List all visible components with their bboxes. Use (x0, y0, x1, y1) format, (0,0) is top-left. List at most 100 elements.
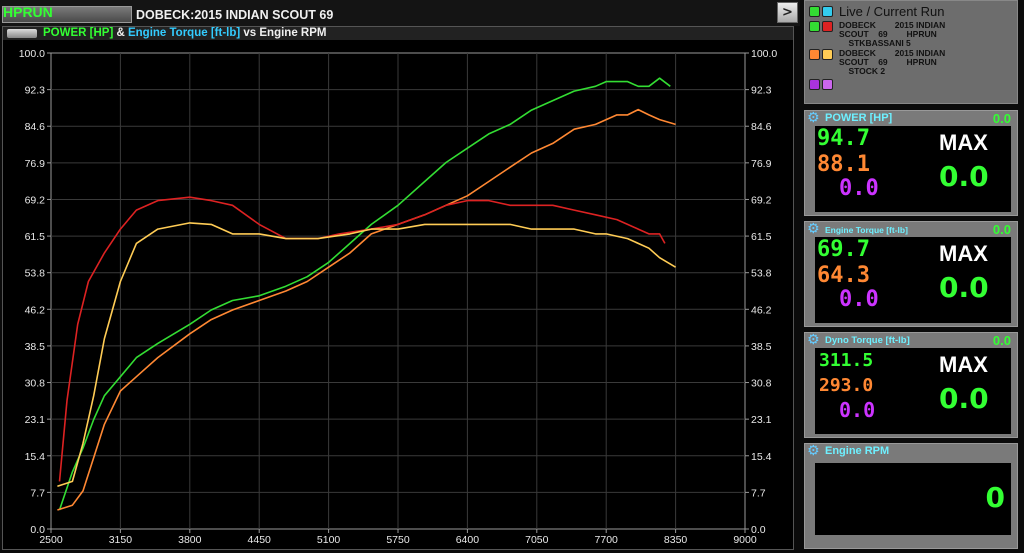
run-selector[interactable] (2, 6, 132, 23)
x-tick-label: 7700 (595, 534, 619, 546)
gauge-display: 94.7 88.1 0.0 MAX 0.0 (815, 126, 1011, 212)
swatch-icon (822, 79, 833, 90)
chart-title-torque: Engine Torque [ft-lb] (127, 27, 241, 39)
x-tick-label: 3150 (109, 534, 133, 546)
gauge-value-run1: 94.7 (817, 126, 870, 151)
swatch-icon (822, 21, 833, 32)
y-tick-label: 100.0 (751, 48, 777, 60)
chart-panel: POWER [HP] & Engine Torque [ft-lb] vs En… (2, 26, 794, 550)
gear-icon[interactable]: ⚙ (807, 332, 820, 348)
y-tick-label: 69.2 (25, 194, 46, 206)
gauge-max-label: MAX (939, 241, 988, 266)
gauge-current: 0.0 (992, 111, 1011, 126)
y-tick-label: 23.1 (751, 414, 772, 426)
y-tick-label: 30.8 (751, 378, 772, 390)
y-tick-label: 38.5 (25, 341, 46, 353)
gauge-value-run1: 69.7 (817, 237, 870, 262)
swatch-icon (822, 49, 833, 60)
legend-run-label: DOBECK 2015 INDIAN SCOUT 69 HPRUN STKBAS… (839, 20, 946, 48)
x-tick-label: 6400 (456, 534, 480, 546)
y-tick-label: 100.0 (19, 48, 45, 60)
series-line-0 (58, 77, 671, 511)
x-tick-label: 9000 (733, 534, 757, 546)
legend-row-0[interactable]: Live / Current Run (809, 4, 1009, 19)
gauge-current: 0.0 (992, 333, 1011, 348)
x-tick-label: 4450 (248, 534, 272, 546)
y-tick-label: 76.9 (751, 158, 772, 170)
legend-panel: Live / Current Run DOBECK 2015 INDIAN SC… (804, 0, 1018, 104)
swatch-icon (809, 6, 820, 17)
gauge-header: ⚙ POWER [HP] 0.0 (805, 110, 1017, 126)
gauge-max-label: MAX (939, 130, 988, 155)
gauge-title: POWER [HP] (825, 112, 893, 124)
y-tick-label: 53.8 (25, 268, 46, 280)
legend-row-3[interactable] (809, 79, 1009, 92)
gear-icon[interactable]: ⚙ (807, 443, 820, 459)
gauge-max-label: MAX (939, 352, 988, 377)
x-tick-label: 8350 (664, 534, 688, 546)
y-tick-label: 76.9 (25, 158, 46, 170)
y-tick-label: 23.1 (25, 414, 46, 426)
gear-icon[interactable]: ⚙ (807, 221, 820, 237)
chart-header: POWER [HP] & Engine Torque [ft-lb] vs En… (3, 27, 793, 40)
gauge-header: ⚙ Engine RPM (805, 444, 1017, 458)
gauge-title: Engine RPM (825, 445, 890, 457)
gauge-engine-rpm: ⚙ Engine RPM 0 (804, 443, 1018, 549)
legend-title: Live / Current Run (839, 4, 945, 19)
y-tick-label: 7.7 (751, 487, 766, 499)
chart-title-vs: vs Engine RPM (240, 27, 327, 39)
gauge-rpm-value: 0 (985, 481, 1005, 514)
gauge-title: Engine Torque [ft-lb] (825, 225, 908, 235)
run-tag: HPRUN (3, 4, 53, 20)
y-tick-label: 84.6 (25, 121, 46, 133)
y-tick-label: 61.5 (25, 231, 46, 243)
y-tick-label: 46.2 (25, 304, 46, 316)
gauge-display: 0 (815, 463, 1011, 535)
gauge-display: 69.7 64.3 0.0 MAX 0.0 (815, 237, 1011, 323)
chart-series (57, 77, 677, 511)
y-tick-label: 92.3 (751, 85, 772, 97)
chart-title-power: POWER [HP] (43, 27, 114, 39)
legend-row-2[interactable]: DOBECK 2015 INDIAN SCOUT 69 HPRUN STOCK … (809, 49, 1009, 77)
gauge-max-value: 0.0 (939, 271, 989, 304)
y-tick-label: 69.2 (751, 194, 772, 206)
legend-run-label: DOBECK 2015 INDIAN SCOUT 69 HPRUN STOCK … (839, 48, 946, 76)
x-tick-label: 5100 (317, 534, 341, 546)
swatch-icon (822, 6, 833, 17)
swatch-icon (809, 21, 820, 32)
legend-row-1[interactable]: DOBECK 2015 INDIAN SCOUT 69 HPRUN STKBAS… (809, 21, 1009, 49)
chart-grid (50, 52, 746, 530)
y-tick-label: 15.4 (751, 451, 772, 463)
x-tick-label: 3800 (178, 534, 202, 546)
series-line-2 (58, 196, 666, 482)
x-tick-label: 5750 (386, 534, 410, 546)
swatch-icon (809, 79, 820, 90)
gauge-power: ⚙ POWER [HP] 0.0 94.7 88.1 0.0 MAX 0.0 (804, 110, 1018, 216)
gauge-engine-torque: ⚙ Engine Torque [ft-lb] 0.0 69.7 64.3 0.… (804, 221, 1018, 327)
y-tick-label: 38.5 (751, 341, 772, 353)
chart-title-amp: & (113, 27, 128, 39)
y-tick-label: 7.7 (30, 487, 45, 499)
next-button[interactable]: > (777, 2, 798, 23)
gauge-value-run1: 311.5 (819, 350, 874, 371)
x-tick-label: 7050 (525, 534, 549, 546)
gauge-value-run3: 0.0 (839, 287, 879, 312)
gauge-display: 311.5 293.0 0.0 MAX 0.0 (815, 348, 1011, 434)
y-tick-label: 15.4 (25, 451, 46, 463)
chart-menu-button[interactable] (7, 29, 37, 38)
y-tick-label: 53.8 (751, 268, 772, 280)
dyno-chart: 0.0 7.7 15.4 23.1 30.8 38.5 46.2 53.8 61.5 69.2 76… (19, 48, 778, 546)
y-tick-label: 84.6 (751, 121, 772, 133)
gauge-dyno-torque: ⚙ Dyno Torque [ft-lb] 0.0 311.5 293.0 0.… (804, 332, 1018, 438)
series-line-3 (57, 222, 677, 487)
y-tick-label: 0.0 (751, 524, 766, 536)
gear-icon[interactable]: ⚙ (807, 110, 820, 126)
gauge-header: ⚙ Dyno Torque [ft-lb] 0.0 (805, 332, 1017, 348)
top-bar: HPRUN DOBECK:2015 INDIAN SCOUT 69 (0, 0, 800, 26)
y-tick-label: 0.0 (30, 524, 45, 536)
chart-title: POWER [HP] & Engine Torque [ft-lb] vs En… (43, 27, 326, 39)
y-tick-label: 92.3 (25, 85, 46, 97)
swatch-icon (809, 49, 820, 60)
gauge-current: 0.0 (992, 222, 1011, 237)
gauge-header: ⚙ Engine Torque [ft-lb] 0.0 (805, 221, 1017, 237)
